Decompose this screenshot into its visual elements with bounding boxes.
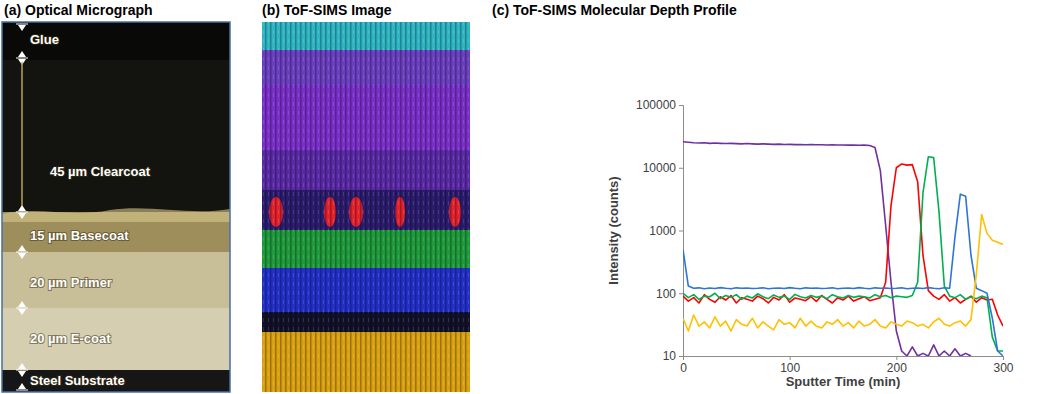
tick-label: 100	[780, 361, 800, 375]
image-layer	[2, 60, 230, 212]
image-layer	[2, 252, 230, 308]
marker-arrow	[18, 25, 26, 31]
tick: 300	[993, 356, 1013, 375]
marker-arrow	[18, 213, 26, 219]
figure: (a) Optical Micrograph Glue 45 µm Clearcoa…	[0, 0, 1046, 394]
tick: 0	[680, 356, 687, 375]
tick-label: 100000	[636, 98, 676, 112]
panel-title: (a) Optical Micrograph	[4, 2, 153, 18]
y-axis: 10 100 1000 10000 100000	[636, 98, 684, 363]
layer-label: 20 µm E-coat	[30, 331, 111, 346]
tick-label: 1000	[649, 224, 676, 238]
marker-arrow	[18, 245, 26, 251]
series-line	[683, 164, 1003, 326]
tick: 200	[887, 356, 907, 375]
marker-arrow	[18, 363, 26, 369]
panel-b: (b) ToF-SIMS Image	[262, 2, 470, 392]
y-axis-title: Intensity (counts)	[606, 176, 621, 284]
marker-arrow	[18, 371, 26, 377]
tick-label: 10	[663, 349, 677, 363]
tick-mark	[1003, 356, 1004, 360]
tick: 100	[780, 356, 800, 375]
series-line	[683, 214, 1003, 331]
x-axis-title: Sputter Time (min)	[786, 374, 901, 389]
marker-arrow	[18, 309, 26, 315]
image-layer	[2, 370, 230, 392]
marker-arrow	[18, 383, 26, 389]
tick: 10	[663, 349, 683, 363]
axis-line	[684, 357, 1004, 361]
image-layer	[2, 308, 230, 370]
marker-line	[16, 212, 28, 213]
layer-label: 15 µm Basecoat	[30, 228, 129, 243]
tick-mark	[896, 356, 897, 360]
tick-mark	[679, 293, 683, 294]
tick: 10000	[643, 161, 683, 175]
marker-arrow	[18, 51, 26, 57]
image-texture	[262, 22, 470, 392]
axis-line	[679, 106, 684, 357]
series-line	[683, 157, 1003, 351]
marker-line	[16, 390, 28, 391]
marker-arrow	[18, 253, 26, 259]
tick-label: 0	[680, 361, 687, 375]
layer-label: 20 µm Primer	[30, 275, 112, 290]
tick-label: 100	[656, 287, 676, 301]
marker-line	[21, 62, 23, 206]
tick-label: 300	[993, 361, 1013, 375]
tick: 100	[656, 287, 683, 301]
marker-line	[16, 370, 28, 371]
layer-label: Steel Substrate	[30, 373, 125, 388]
tick-mark	[679, 168, 683, 169]
series-line	[683, 142, 971, 356]
panel-c: (c) ToF-SIMS Molecular Depth Profile0100…	[492, 2, 1014, 389]
marker-line	[16, 252, 28, 253]
x-axis: 0 100 200 300	[680, 356, 1014, 375]
panel-a: (a) Optical Micrograph Glue 45 µm Clearcoa…	[2, 2, 230, 392]
layer-label: Glue	[30, 32, 59, 47]
tick-mark	[679, 105, 683, 106]
image-layer	[2, 22, 230, 60]
image-frame	[2, 22, 230, 392]
layer-label: 45 µm Clearcoat	[50, 164, 151, 179]
tick-label: 10000	[643, 161, 677, 175]
tick-mark	[679, 356, 683, 357]
marker-line	[16, 308, 28, 309]
tick-mark	[790, 356, 791, 360]
marker-line	[16, 58, 28, 59]
plot-area	[683, 142, 1003, 356]
tick-label: 200	[887, 361, 907, 375]
marker-line	[16, 24, 28, 25]
series-line	[683, 194, 1003, 356]
chart-title: (c) ToF-SIMS Molecular Depth Profile	[492, 2, 737, 18]
panel-title: (b) ToF-SIMS Image	[262, 2, 392, 18]
tick-mark	[679, 231, 683, 232]
tick: 1000	[649, 224, 683, 238]
tick: 100000	[636, 98, 683, 112]
image-texture	[2, 208, 230, 222]
marker-arrow	[18, 301, 26, 307]
